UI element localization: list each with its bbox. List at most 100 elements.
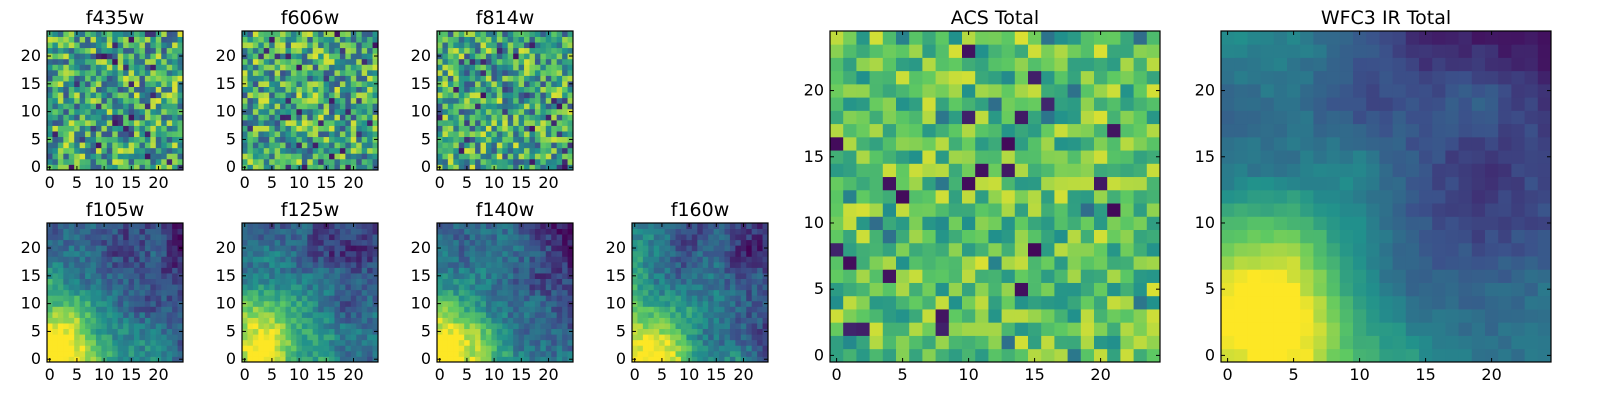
- heatmap-cell: [372, 250, 379, 257]
- heatmap-cell: [496, 300, 503, 307]
- heatmap-cell: [513, 350, 519, 357]
- heatmap-cell: [312, 81, 319, 87]
- heatmap-cell: [1067, 163, 1082, 178]
- heatmap-cell: [686, 250, 693, 257]
- heatmap-cell: [139, 245, 146, 252]
- heatmap-cell: [708, 223, 714, 229]
- heatmap-cell: [648, 339, 655, 346]
- heatmap-cell: [909, 335, 923, 350]
- heatmap-cell: [746, 306, 753, 313]
- heatmap-cell: [729, 267, 736, 274]
- heatmap-cell: [437, 317, 443, 324]
- heatmap-cell: [172, 47, 178, 54]
- heatmap-cell: [562, 142, 568, 149]
- heatmap-cell: [247, 228, 254, 235]
- heatmap-cell: [263, 234, 270, 241]
- heatmap-cell: [47, 228, 53, 235]
- heatmap-cell: [101, 345, 108, 352]
- heatmap-cell: [161, 92, 168, 99]
- heatmap-cell: [95, 239, 102, 246]
- heatmap-cell: [513, 295, 519, 302]
- heatmap-cell: [686, 228, 693, 235]
- heatmap-cell: [948, 335, 963, 350]
- heatmap-cell: [869, 176, 884, 191]
- heatmap-cell: [670, 256, 676, 263]
- heatmap-cell: [52, 350, 59, 357]
- heatmap-cell: [312, 86, 319, 93]
- heatmap-cell: [177, 42, 184, 49]
- heatmap-cell: [112, 147, 119, 154]
- heatmap-cell: [150, 164, 157, 171]
- heatmap-cell: [670, 317, 676, 324]
- heatmap-cell: [751, 317, 758, 324]
- heatmap-cell: [101, 300, 108, 307]
- heatmap-cell: [551, 131, 558, 138]
- heatmap-cell: [534, 164, 541, 171]
- heatmap-cell: [475, 223, 481, 229]
- heatmap-cell: [453, 142, 460, 149]
- heatmap-cell: [670, 328, 676, 335]
- heatmap-cell: [329, 295, 335, 302]
- heatmap-cell: [702, 339, 709, 346]
- heatmap-cell: [134, 47, 140, 54]
- heatmap-cell: [57, 36, 64, 43]
- heatmap-cell: [491, 47, 498, 54]
- heatmap-cell: [280, 69, 286, 76]
- heatmap-cell: [518, 103, 525, 110]
- heatmap-cell: [1067, 269, 1082, 283]
- heatmap-cell: [52, 131, 59, 138]
- y-tick-label: 10: [606, 294, 626, 313]
- heatmap-cell: [735, 256, 742, 263]
- heatmap-cell: [675, 306, 682, 313]
- heatmap-cell: [85, 339, 91, 346]
- heatmap-cell: [166, 245, 173, 252]
- heatmap-cell: [123, 261, 129, 268]
- heatmap-cell: [252, 234, 259, 241]
- heatmap-cell: [437, 350, 443, 357]
- heatmap-cell: [166, 311, 173, 318]
- heatmap-cell: [329, 261, 335, 268]
- heatmap-cell: [453, 267, 460, 274]
- heatmap-cell: [453, 323, 460, 330]
- heatmap-cell: [274, 311, 281, 318]
- heatmap-cell: [274, 295, 281, 302]
- heatmap-cell: [719, 228, 725, 235]
- heatmap-cell: [708, 234, 714, 241]
- heatmap-cell: [562, 158, 568, 165]
- heatmap-cell: [63, 31, 70, 37]
- heatmap-cell: [372, 86, 379, 93]
- heatmap-cell: [691, 311, 698, 318]
- heatmap-cell: [334, 278, 341, 285]
- heatmap-cell: [79, 108, 86, 115]
- heatmap-cell: [269, 53, 276, 60]
- heatmap-cell: [161, 289, 168, 296]
- heatmap-cell: [746, 334, 753, 341]
- heatmap-cell: [269, 345, 276, 352]
- heatmap-cell: [258, 300, 265, 307]
- x-tick-label: 20: [733, 365, 753, 384]
- heatmap-cell: [882, 150, 897, 164]
- heatmap-cell: [274, 125, 281, 132]
- heatmap-cell: [518, 64, 525, 71]
- heatmap-cell: [664, 300, 671, 307]
- heatmap-cell: [372, 339, 379, 346]
- heatmap-cells: [830, 31, 1161, 363]
- heatmap-cell: [529, 311, 536, 318]
- heatmap-cell: [242, 92, 248, 99]
- heatmap-cell: [367, 273, 373, 279]
- heatmap-cell: [280, 136, 286, 143]
- heatmap-cell: [74, 81, 81, 87]
- heatmap-cell: [307, 86, 314, 93]
- heatmap-cell: [269, 261, 276, 268]
- heatmap-cell: [95, 317, 102, 324]
- heatmap-cell: [713, 306, 720, 313]
- heatmap-cell: [545, 306, 552, 313]
- heatmap-cell: [518, 228, 525, 235]
- heatmap-cell: [686, 345, 693, 352]
- heatmap-cell: [475, 250, 481, 257]
- heatmap-cell: [112, 356, 119, 363]
- heatmap-cell: [307, 284, 314, 291]
- heatmap-cell: [507, 42, 514, 49]
- heatmap-cell: [106, 81, 113, 87]
- heatmap-cell: [562, 261, 568, 268]
